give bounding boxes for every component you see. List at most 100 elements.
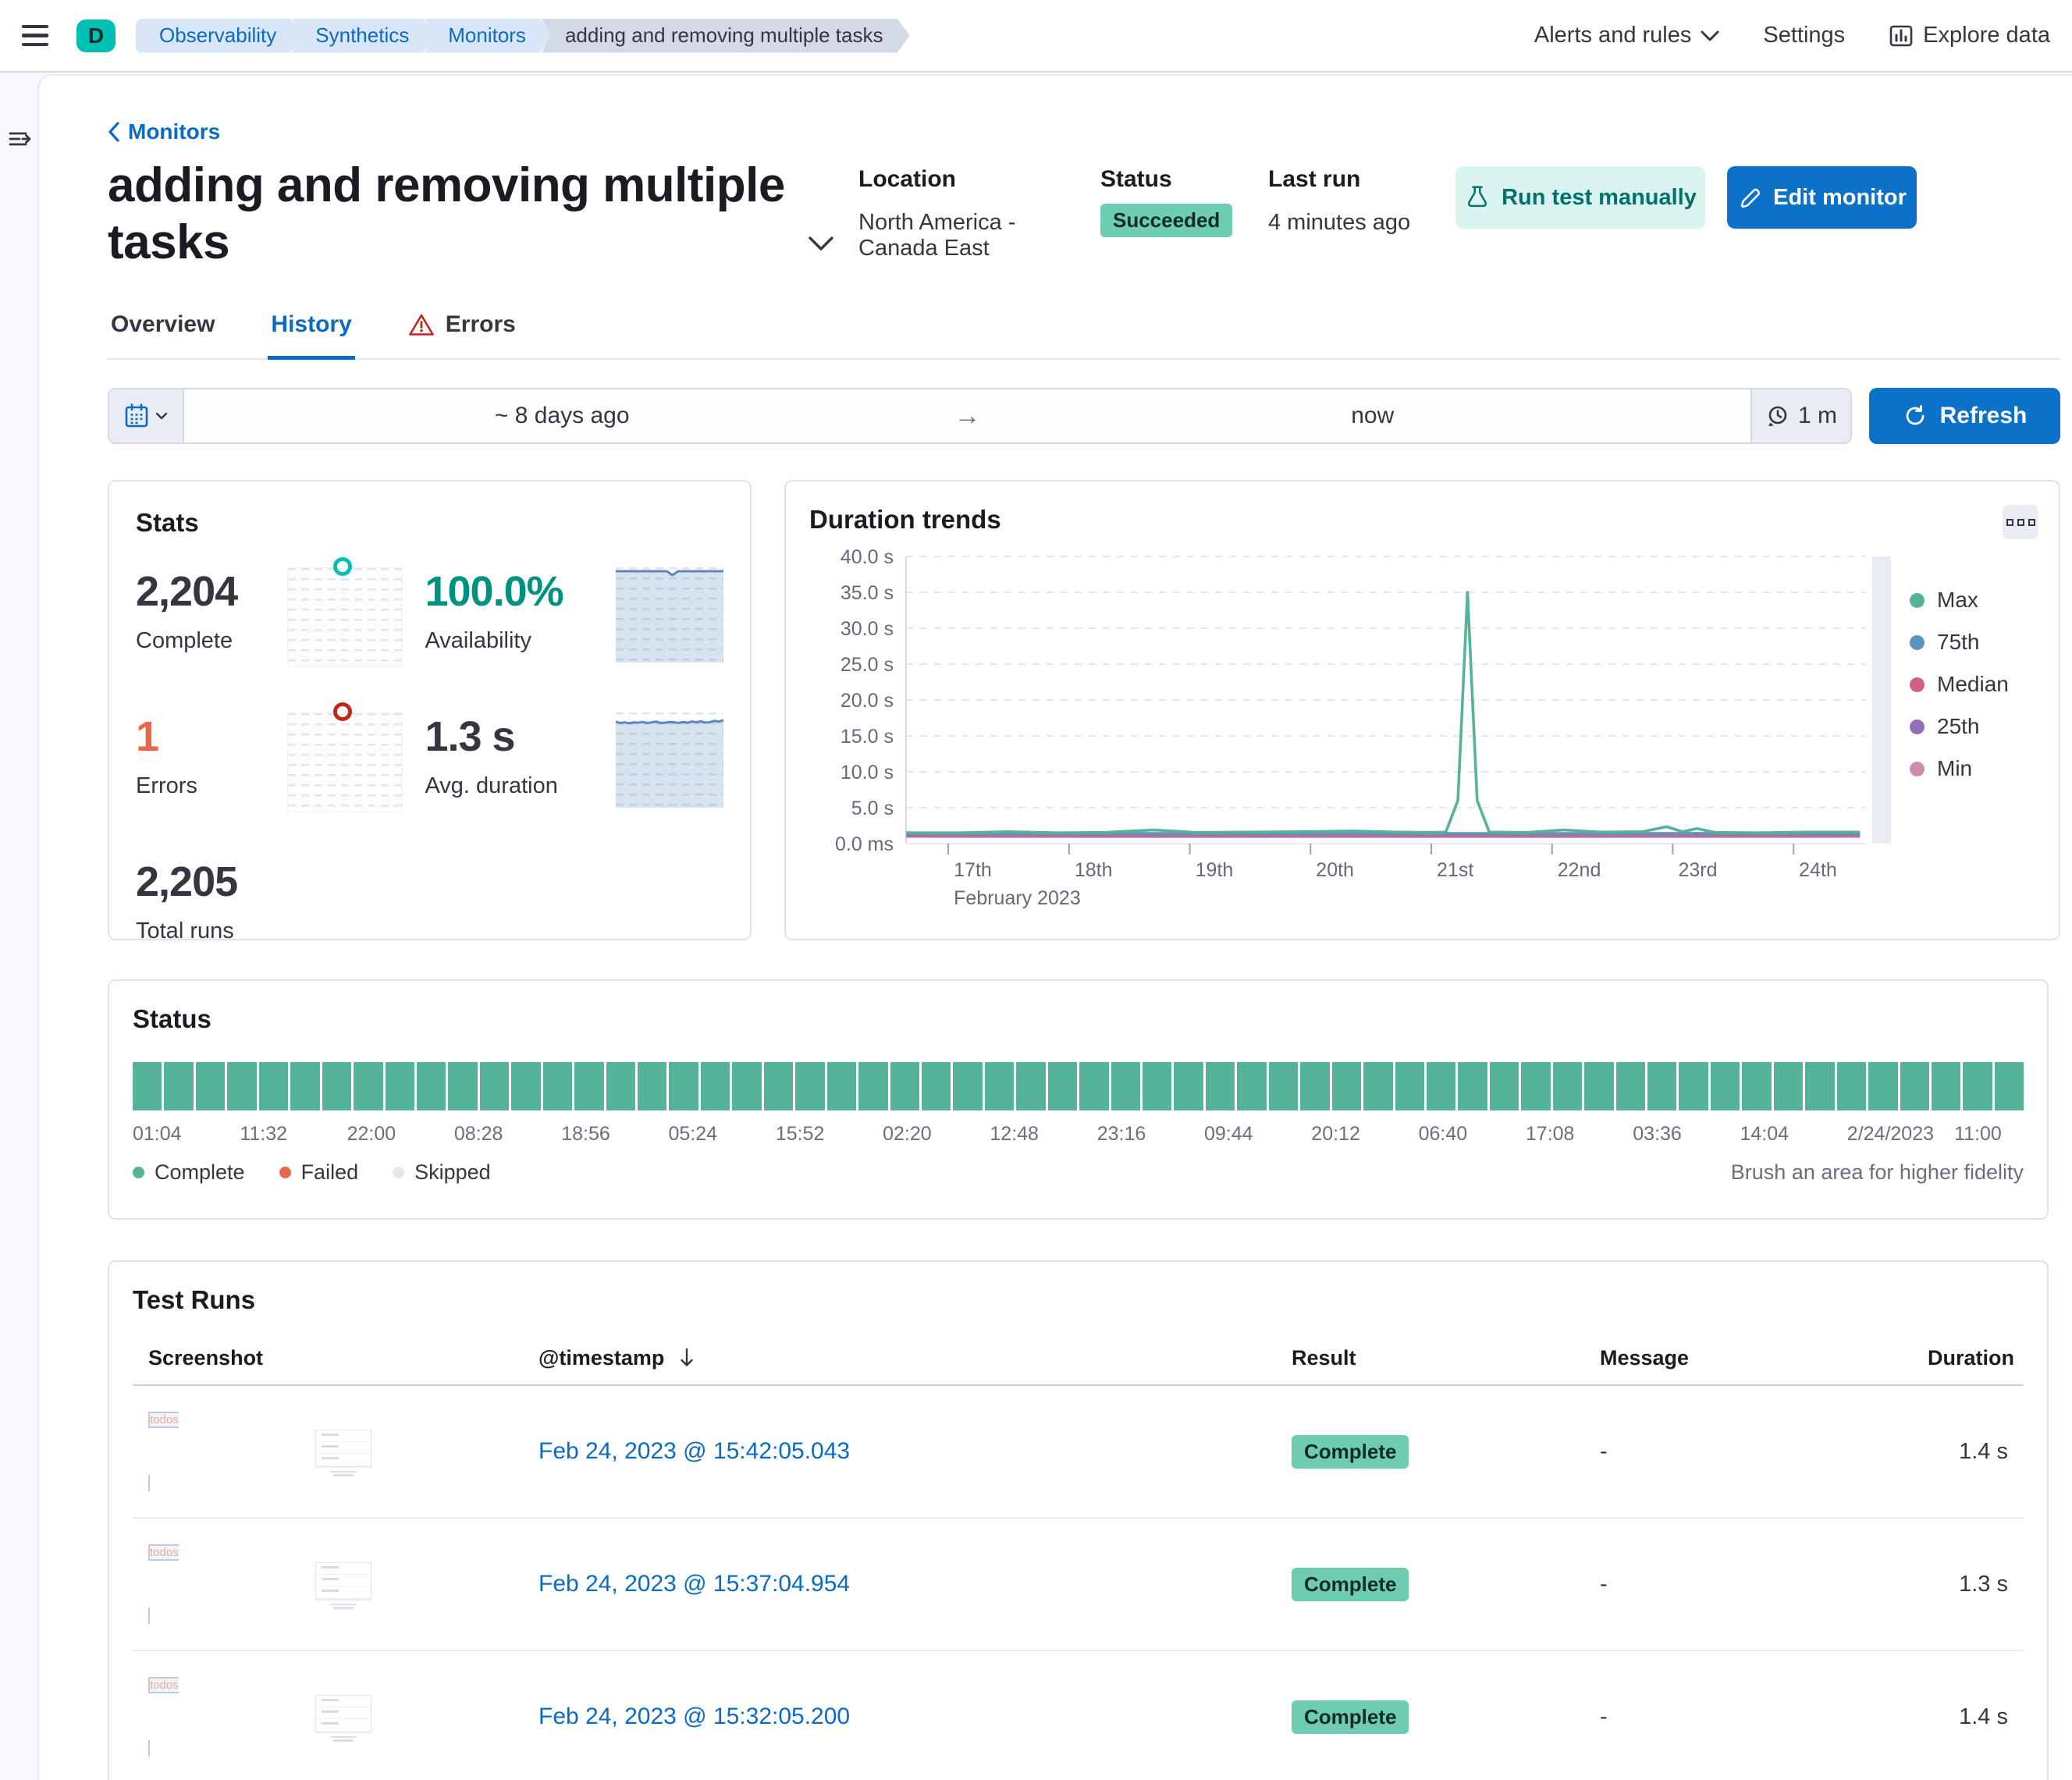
status-block[interactable] — [795, 1062, 825, 1111]
status-block[interactable] — [953, 1062, 983, 1111]
status-legend-failed[interactable]: Failed — [279, 1160, 358, 1185]
legend-item-min[interactable]: Min — [1910, 756, 2009, 781]
status-block[interactable] — [1489, 1062, 1519, 1111]
status-block[interactable] — [227, 1062, 257, 1111]
status-block[interactable] — [1237, 1062, 1267, 1111]
status-legend-complete[interactable]: Complete — [133, 1160, 245, 1185]
alerts-and-rules-menu[interactable]: Alerts and rules — [1534, 23, 1720, 48]
status-block[interactable] — [890, 1062, 919, 1111]
status-block[interactable] — [385, 1062, 414, 1111]
status-block[interactable] — [1331, 1062, 1362, 1111]
status-block[interactable] — [574, 1062, 604, 1111]
run-screenshot-thumbnail[interactable]: todos — [148, 1676, 538, 1757]
run-screenshot-thumbnail[interactable]: todos — [148, 1411, 538, 1491]
status-block[interactable] — [1805, 1062, 1835, 1111]
tab-errors[interactable]: Errors — [405, 297, 519, 358]
back-to-monitors-link[interactable]: Monitors — [108, 119, 220, 144]
run-timestamp-link[interactable]: Feb 24, 2023 @ 15:37:04.954 — [538, 1571, 851, 1597]
status-block[interactable] — [1426, 1062, 1456, 1111]
status-block[interactable] — [1016, 1062, 1046, 1111]
run-timestamp-link[interactable]: Feb 24, 2023 @ 15:32:05.200 — [538, 1704, 851, 1730]
status-block[interactable] — [290, 1062, 320, 1111]
status-block[interactable] — [1111, 1062, 1140, 1111]
quick-select-menu[interactable] — [109, 389, 184, 443]
status-block[interactable] — [1521, 1062, 1551, 1111]
status-block[interactable] — [638, 1062, 667, 1111]
col-timestamp[interactable]: @timestamp — [538, 1346, 1292, 1370]
legend-item-75th[interactable]: 75th — [1910, 630, 2009, 655]
status-block[interactable] — [354, 1062, 383, 1111]
legend-item-median[interactable]: Median — [1910, 672, 2009, 697]
status-block[interactable] — [416, 1062, 446, 1111]
breadcrumb-item[interactable]: Synthetics — [292, 19, 435, 53]
end-date-field[interactable]: now — [1351, 403, 1395, 429]
status-block[interactable] — [1143, 1062, 1172, 1111]
status-block[interactable] — [1079, 1062, 1109, 1111]
run-timestamp-link[interactable]: Feb 24, 2023 @ 15:42:05.043 — [538, 1438, 851, 1465]
status-block[interactable] — [1963, 1062, 1992, 1111]
run-test-manually-button[interactable]: Run test manually — [1455, 166, 1705, 229]
chart-options-icon[interactable] — [2003, 505, 2038, 540]
expand-sidebar-icon[interactable] — [5, 126, 34, 154]
status-block[interactable] — [1679, 1062, 1708, 1111]
settings-link[interactable]: Settings — [1763, 23, 1846, 48]
status-block[interactable] — [700, 1062, 730, 1111]
status-block[interactable] — [511, 1062, 541, 1111]
tab-history[interactable]: History — [268, 297, 356, 361]
status-block[interactable] — [1552, 1062, 1583, 1111]
status-block[interactable] — [1900, 1062, 1929, 1111]
monitor-select-chevron-icon[interactable] — [798, 218, 844, 271]
status-block[interactable] — [984, 1062, 1015, 1111]
status-block[interactable] — [133, 1062, 162, 1111]
status-block[interactable] — [542, 1062, 573, 1111]
status-block[interactable] — [1615, 1062, 1645, 1111]
status-block[interactable] — [732, 1062, 762, 1111]
edit-monitor-button[interactable]: Edit monitor — [1727, 166, 1917, 229]
menu-icon[interactable] — [22, 19, 56, 53]
explore-data-link[interactable]: Explore data — [1889, 23, 2050, 48]
status-block[interactable] — [195, 1062, 226, 1111]
tab-overview[interactable]: Overview — [108, 297, 218, 358]
start-date-field[interactable]: ~ 8 days ago — [494, 403, 630, 429]
status-block[interactable] — [448, 1062, 478, 1111]
status-block[interactable] — [858, 1062, 888, 1111]
status-block[interactable] — [1300, 1062, 1330, 1111]
duration-trends-chart[interactable]: 40.0 s 35.0 s 30.0 s 25.0 s 20.0 s 15.0 s 10.0… — [809, 545, 1902, 909]
status-block[interactable] — [1363, 1062, 1393, 1111]
status-block[interactable] — [763, 1062, 794, 1111]
status-block[interactable] — [921, 1062, 951, 1111]
status-block[interactable] — [1931, 1062, 1961, 1111]
status-block[interactable] — [1994, 1062, 2024, 1111]
warning-icon — [408, 314, 434, 336]
status-block[interactable] — [164, 1062, 194, 1111]
status-block[interactable] — [1868, 1062, 1898, 1111]
breadcrumb-item[interactable]: Observability — [136, 19, 303, 53]
status-block[interactable] — [322, 1062, 352, 1111]
status-block[interactable] — [1836, 1062, 1867, 1111]
refresh-button[interactable]: Refresh — [1869, 388, 2060, 445]
status-block[interactable] — [1458, 1062, 1487, 1111]
status-block[interactable] — [1710, 1062, 1740, 1111]
status-block[interactable] — [1742, 1062, 1772, 1111]
status-block[interactable] — [1647, 1062, 1677, 1111]
status-block[interactable] — [606, 1062, 635, 1111]
status-block[interactable] — [1584, 1062, 1614, 1111]
status-block[interactable] — [1395, 1062, 1424, 1111]
status-block[interactable] — [1773, 1062, 1804, 1111]
status-blocks-chart[interactable] — [133, 1062, 2024, 1111]
status-block[interactable] — [669, 1062, 698, 1111]
status-block[interactable] — [826, 1062, 857, 1111]
breadcrumb-item[interactable]: Monitors — [425, 19, 553, 53]
status-block[interactable] — [1268, 1062, 1299, 1111]
status-block[interactable] — [479, 1062, 510, 1111]
status-legend-skipped[interactable]: Skipped — [393, 1160, 491, 1185]
status-block[interactable] — [258, 1062, 289, 1111]
refresh-interval-control[interactable]: 1 m — [1750, 389, 1850, 443]
space-badge[interactable]: D — [76, 19, 116, 52]
legend-item-25th[interactable]: 25th — [1910, 714, 2009, 739]
run-screenshot-thumbnail[interactable]: todos — [148, 1544, 538, 1624]
legend-item-max[interactable]: Max — [1910, 588, 2009, 613]
status-block[interactable] — [1047, 1062, 1078, 1111]
status-block[interactable] — [1205, 1062, 1235, 1111]
status-block[interactable] — [1174, 1062, 1203, 1111]
